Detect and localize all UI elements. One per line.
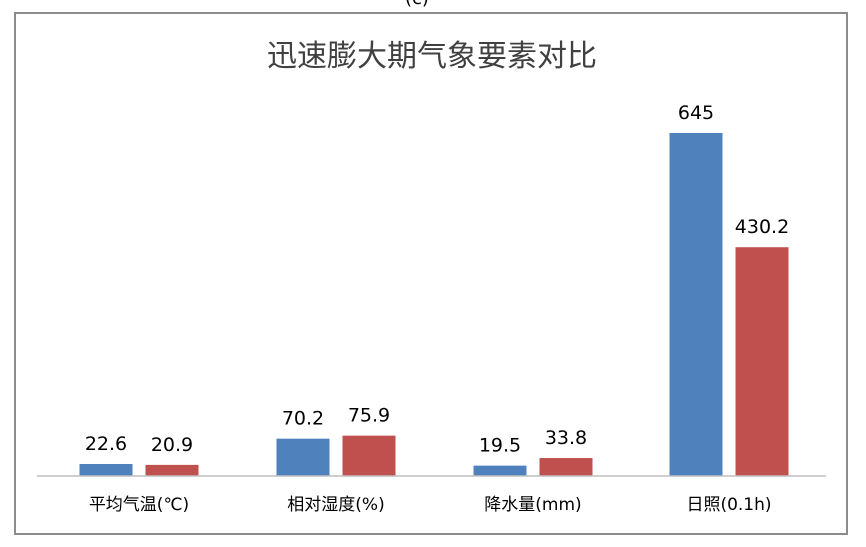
data-label-s1-4: 645 [678, 102, 714, 124]
bar-s2-4 [735, 247, 789, 476]
bar-s1-2 [276, 438, 330, 476]
data-label-s2-2: 75.9 [348, 405, 390, 427]
x-tick-labels-group: 平均气温(℃) 相对湿度(%) 降水量(mm) 日照(0.1h) [89, 495, 772, 515]
data-label-s1-3: 19.5 [479, 435, 521, 457]
bar-s2-1 [145, 464, 199, 476]
x-tick-label-4: 日照(0.1h) [686, 495, 771, 515]
bar-s1-4 [669, 133, 723, 476]
x-tick-label-3: 降水量(mm) [484, 495, 581, 515]
data-label-s1-1: 22.6 [85, 433, 127, 455]
bar-s1-1 [79, 463, 133, 476]
data-label-s2-3: 33.8 [545, 427, 587, 449]
panel-label: (c) [405, 0, 429, 9]
bars-group [79, 133, 789, 476]
bar-s2-3 [539, 458, 593, 476]
data-label-s2-1: 20.9 [151, 434, 193, 456]
chart-title: 迅速膨大期气象要素对比 [267, 39, 597, 74]
x-tick-label-2: 相对湿度(%) [287, 495, 384, 515]
data-label-s1-2: 70.2 [282, 408, 324, 430]
data-label-s2-4: 430.2 [735, 216, 789, 238]
bar-s2-2 [342, 435, 396, 476]
data-labels-group: 22.6 20.9 70.2 75.9 19.5 33.8 645 430.2 [85, 102, 789, 457]
x-tick-label-1: 平均气温(℃) [89, 495, 189, 515]
bar-s1-3 [473, 465, 527, 476]
